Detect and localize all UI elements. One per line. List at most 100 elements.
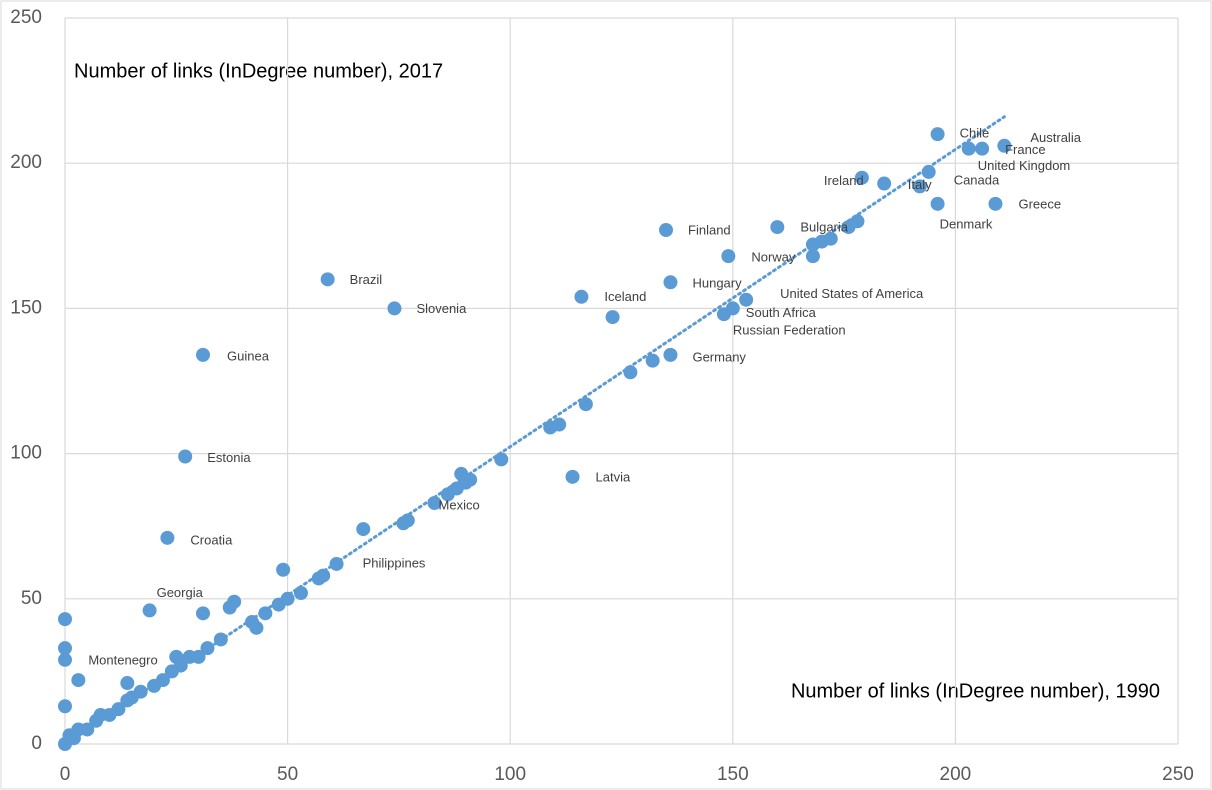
point [387,301,402,316]
x-tick-label: 0 [60,764,71,785]
point-label: Georgia [157,585,204,600]
point-label: Italy [908,177,932,192]
point [930,196,945,211]
point [178,449,193,464]
point [975,141,990,156]
x-tick-label: 50 [277,764,298,785]
point [111,702,126,717]
point [316,568,331,583]
point [213,632,228,647]
point [71,673,86,688]
point [623,365,638,380]
point-label: France [1005,142,1045,157]
point [823,231,838,246]
point [58,699,72,714]
point-label: Chile [960,126,990,141]
point [716,307,731,322]
point [200,641,215,656]
point-label: Guinea [227,348,270,363]
x-tick-label: 100 [494,764,526,785]
point [427,495,442,510]
point [961,141,976,156]
point [988,196,1003,211]
point-label: Iceland [604,289,646,304]
point [739,292,754,307]
point [997,138,1012,153]
point [227,594,242,609]
point-label: Canada [954,172,1000,187]
point-label: Mexico [439,497,480,512]
point-label: Slovenia [416,301,467,316]
point [293,585,308,600]
point-label: Bulgaria [800,220,848,235]
point-label: Germany [692,349,746,364]
point [58,652,72,667]
point-label: Ireland [824,173,864,188]
point [258,606,273,621]
point [400,513,415,528]
point [605,310,620,325]
y-tick-label: 100 [10,443,42,464]
point [565,469,580,484]
point [850,214,865,229]
y-axis-label: Number of links (InDegree number), 2017 [74,60,443,82]
point-label: Estonia [207,450,251,465]
point-label: Brazil [350,272,383,287]
point-label: United Kingdom [978,158,1071,173]
point [645,353,660,368]
point [930,127,945,142]
point [280,591,295,606]
point [276,562,291,577]
y-tick-label: 0 [31,733,42,754]
point-label: Norway [751,250,796,265]
point-label: Philippines [363,555,426,570]
point [854,170,869,185]
point-label: Russian Federation [733,323,846,338]
point [155,673,170,688]
point [58,641,72,656]
point-label: Hungary [692,276,742,291]
point [877,176,892,191]
x-tick-label: 200 [940,764,972,785]
point [160,530,175,545]
point-label: Montenegro [88,653,157,668]
point [912,179,927,194]
point-label: Latvia [596,469,631,484]
point [196,606,211,621]
point [133,684,148,699]
point-label: Finland [688,222,731,237]
x-tick-label: 150 [717,764,749,785]
x-axis-label: Number of links (InDegree number), 1990 [791,680,1160,702]
y-tick-label: 200 [10,152,42,173]
point [494,452,509,467]
point [244,615,259,630]
point [770,220,785,235]
point [356,522,371,537]
point [659,222,674,237]
point [574,289,589,304]
point-label: Denmark [940,216,993,231]
y-tick-label: 250 [10,7,42,28]
point [663,275,678,290]
point [58,612,72,627]
point [320,272,335,287]
point [142,603,157,618]
point-label: Australia [1030,130,1081,145]
point-label: South Africa [746,305,817,320]
point [552,417,567,432]
point-label: Greece [1018,196,1061,211]
y-tick-label: 50 [21,588,42,609]
point [578,397,593,412]
point [196,347,211,362]
point-label: Croatia [190,532,233,547]
point [721,249,736,264]
point [921,164,936,179]
point [463,472,478,487]
point-label: United States of America [780,286,924,301]
x-tick-label: 250 [1162,764,1194,785]
point [329,556,344,571]
point [191,649,206,664]
point [173,658,188,673]
